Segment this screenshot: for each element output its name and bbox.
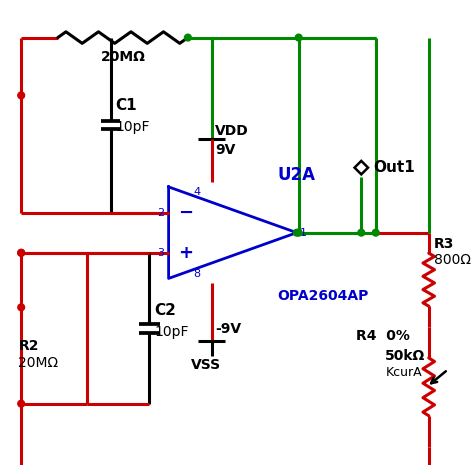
Text: 800Ω: 800Ω — [434, 253, 471, 267]
Text: R4  0%: R4 0% — [356, 329, 410, 343]
Text: U2A: U2A — [277, 166, 316, 184]
Text: OPA2604AP: OPA2604AP — [277, 289, 369, 303]
Text: 9V: 9V — [215, 143, 235, 157]
Circle shape — [293, 229, 300, 236]
Circle shape — [358, 229, 365, 236]
Circle shape — [18, 92, 25, 99]
Text: C2: C2 — [154, 303, 176, 319]
Text: 20MΩ: 20MΩ — [100, 50, 145, 64]
Circle shape — [295, 34, 302, 41]
Text: 20MΩ: 20MΩ — [18, 356, 58, 370]
Text: +: + — [178, 244, 193, 262]
Text: C1: C1 — [116, 98, 137, 113]
Text: R2: R2 — [18, 339, 39, 353]
Text: VDD: VDD — [215, 124, 248, 138]
Circle shape — [295, 229, 302, 236]
Text: 10pF: 10pF — [116, 120, 150, 134]
Text: R3: R3 — [434, 237, 454, 251]
Text: 3: 3 — [157, 248, 164, 258]
Text: −: − — [178, 203, 193, 221]
Text: 1: 1 — [300, 228, 307, 237]
Circle shape — [18, 249, 25, 256]
Text: KcurA: KcurA — [385, 366, 422, 379]
Text: Out1: Out1 — [373, 160, 415, 175]
Circle shape — [18, 249, 25, 256]
Circle shape — [18, 401, 25, 407]
Circle shape — [184, 34, 191, 41]
Text: -9V: -9V — [215, 322, 241, 337]
Text: 50kΩ: 50kΩ — [385, 348, 426, 363]
Text: 4: 4 — [193, 187, 201, 197]
Text: 2: 2 — [157, 208, 164, 218]
Circle shape — [373, 229, 379, 236]
Text: 10pF: 10pF — [154, 325, 189, 339]
Circle shape — [18, 304, 25, 310]
Text: VSS: VSS — [191, 358, 221, 372]
Text: 8: 8 — [193, 269, 201, 279]
